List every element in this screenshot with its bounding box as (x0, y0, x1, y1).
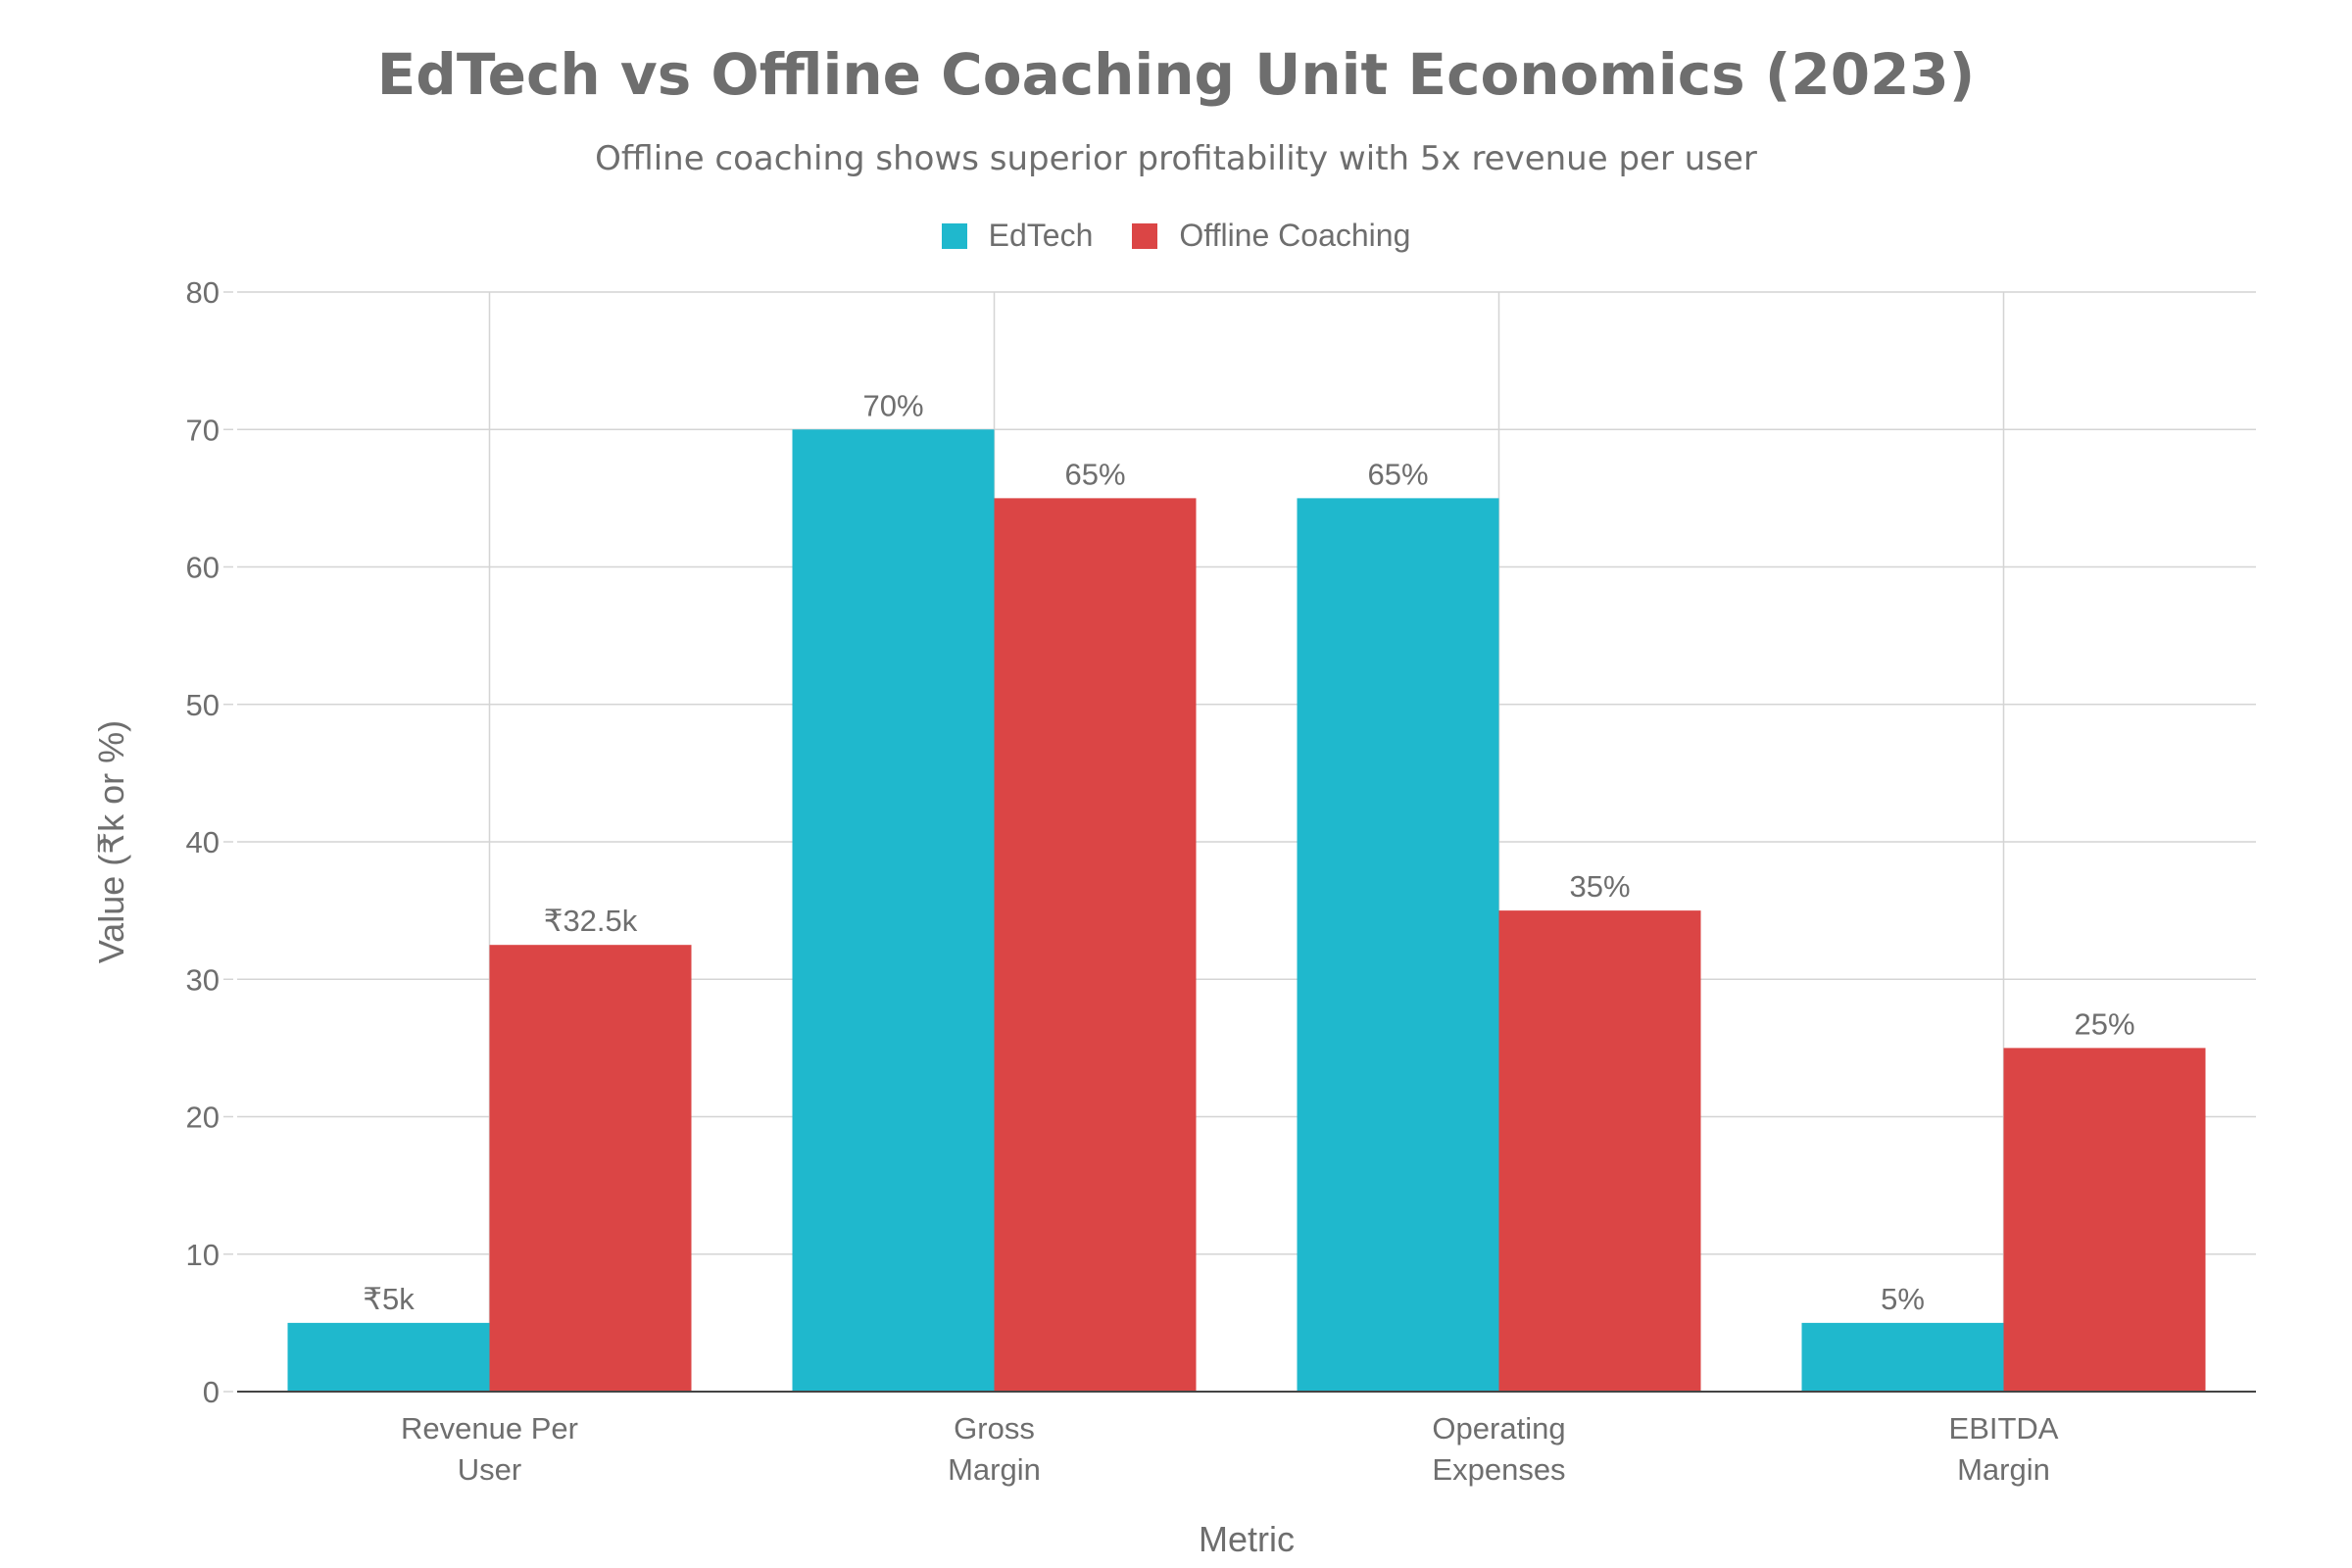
legend-swatch-offline-coaching (1132, 222, 1158, 249)
y-tick-label: 70 (186, 413, 220, 447)
bar-offline-coaching-0 (489, 945, 692, 1392)
data-label: 65% (1064, 457, 1125, 491)
bar-edtech-1 (792, 429, 995, 1392)
x-axis-title: Metric (1199, 1519, 1295, 1559)
legend-item-offline-coaching[interactable]: Offline Coaching (1132, 218, 1410, 254)
legend-swatch-edtech (941, 222, 967, 249)
chart-subtitle: Offline coaching shows superior profitab… (595, 139, 1757, 178)
bar-offline-coaching-2 (1498, 910, 1701, 1392)
x-tick-label: Revenue Per User (401, 1411, 578, 1487)
x-tick-label: EBITDA Margin (1949, 1411, 2059, 1487)
bar-edtech-2 (1297, 498, 1499, 1392)
data-label: ₹32.5k (544, 904, 638, 938)
legend: EdTech Offline Coaching (0, 218, 2352, 254)
y-tick-label: 80 (186, 275, 220, 310)
x-tick-label: Operating Expenses (1432, 1411, 1565, 1487)
data-label: ₹5k (363, 1282, 415, 1316)
data-label: 25% (2074, 1006, 2134, 1041)
bar-offline-coaching-3 (2003, 1048, 2206, 1392)
bar-edtech-0 (287, 1322, 490, 1392)
bar-edtech-3 (1801, 1322, 2004, 1392)
y-tick-label: 50 (186, 688, 220, 722)
y-tick-label: 0 (203, 1375, 220, 1409)
legend-label-offline-coaching: Offline Coaching (1179, 218, 1411, 253)
x-tick-label: Gross Margin (948, 1411, 1041, 1487)
y-axis-title: Value (₹k or %) (91, 720, 131, 963)
y-tick-label: 40 (186, 825, 220, 859)
legend-item-edtech[interactable]: EdTech (941, 218, 1094, 254)
legend-label-edtech: EdTech (988, 218, 1094, 253)
chart-title: EdTech vs Offline Coaching Unit Economic… (376, 41, 1976, 108)
data-label: 5% (1881, 1282, 1925, 1316)
data-label: 65% (1367, 457, 1428, 491)
y-tick-label: 10 (186, 1238, 220, 1272)
y-tick-label: 20 (186, 1101, 220, 1135)
bar-offline-coaching-1 (994, 498, 1197, 1392)
y-tick-label: 60 (186, 551, 220, 585)
data-label: 70% (862, 388, 923, 422)
data-label: 35% (1569, 869, 1630, 904)
y-tick-label: 30 (186, 962, 220, 997)
